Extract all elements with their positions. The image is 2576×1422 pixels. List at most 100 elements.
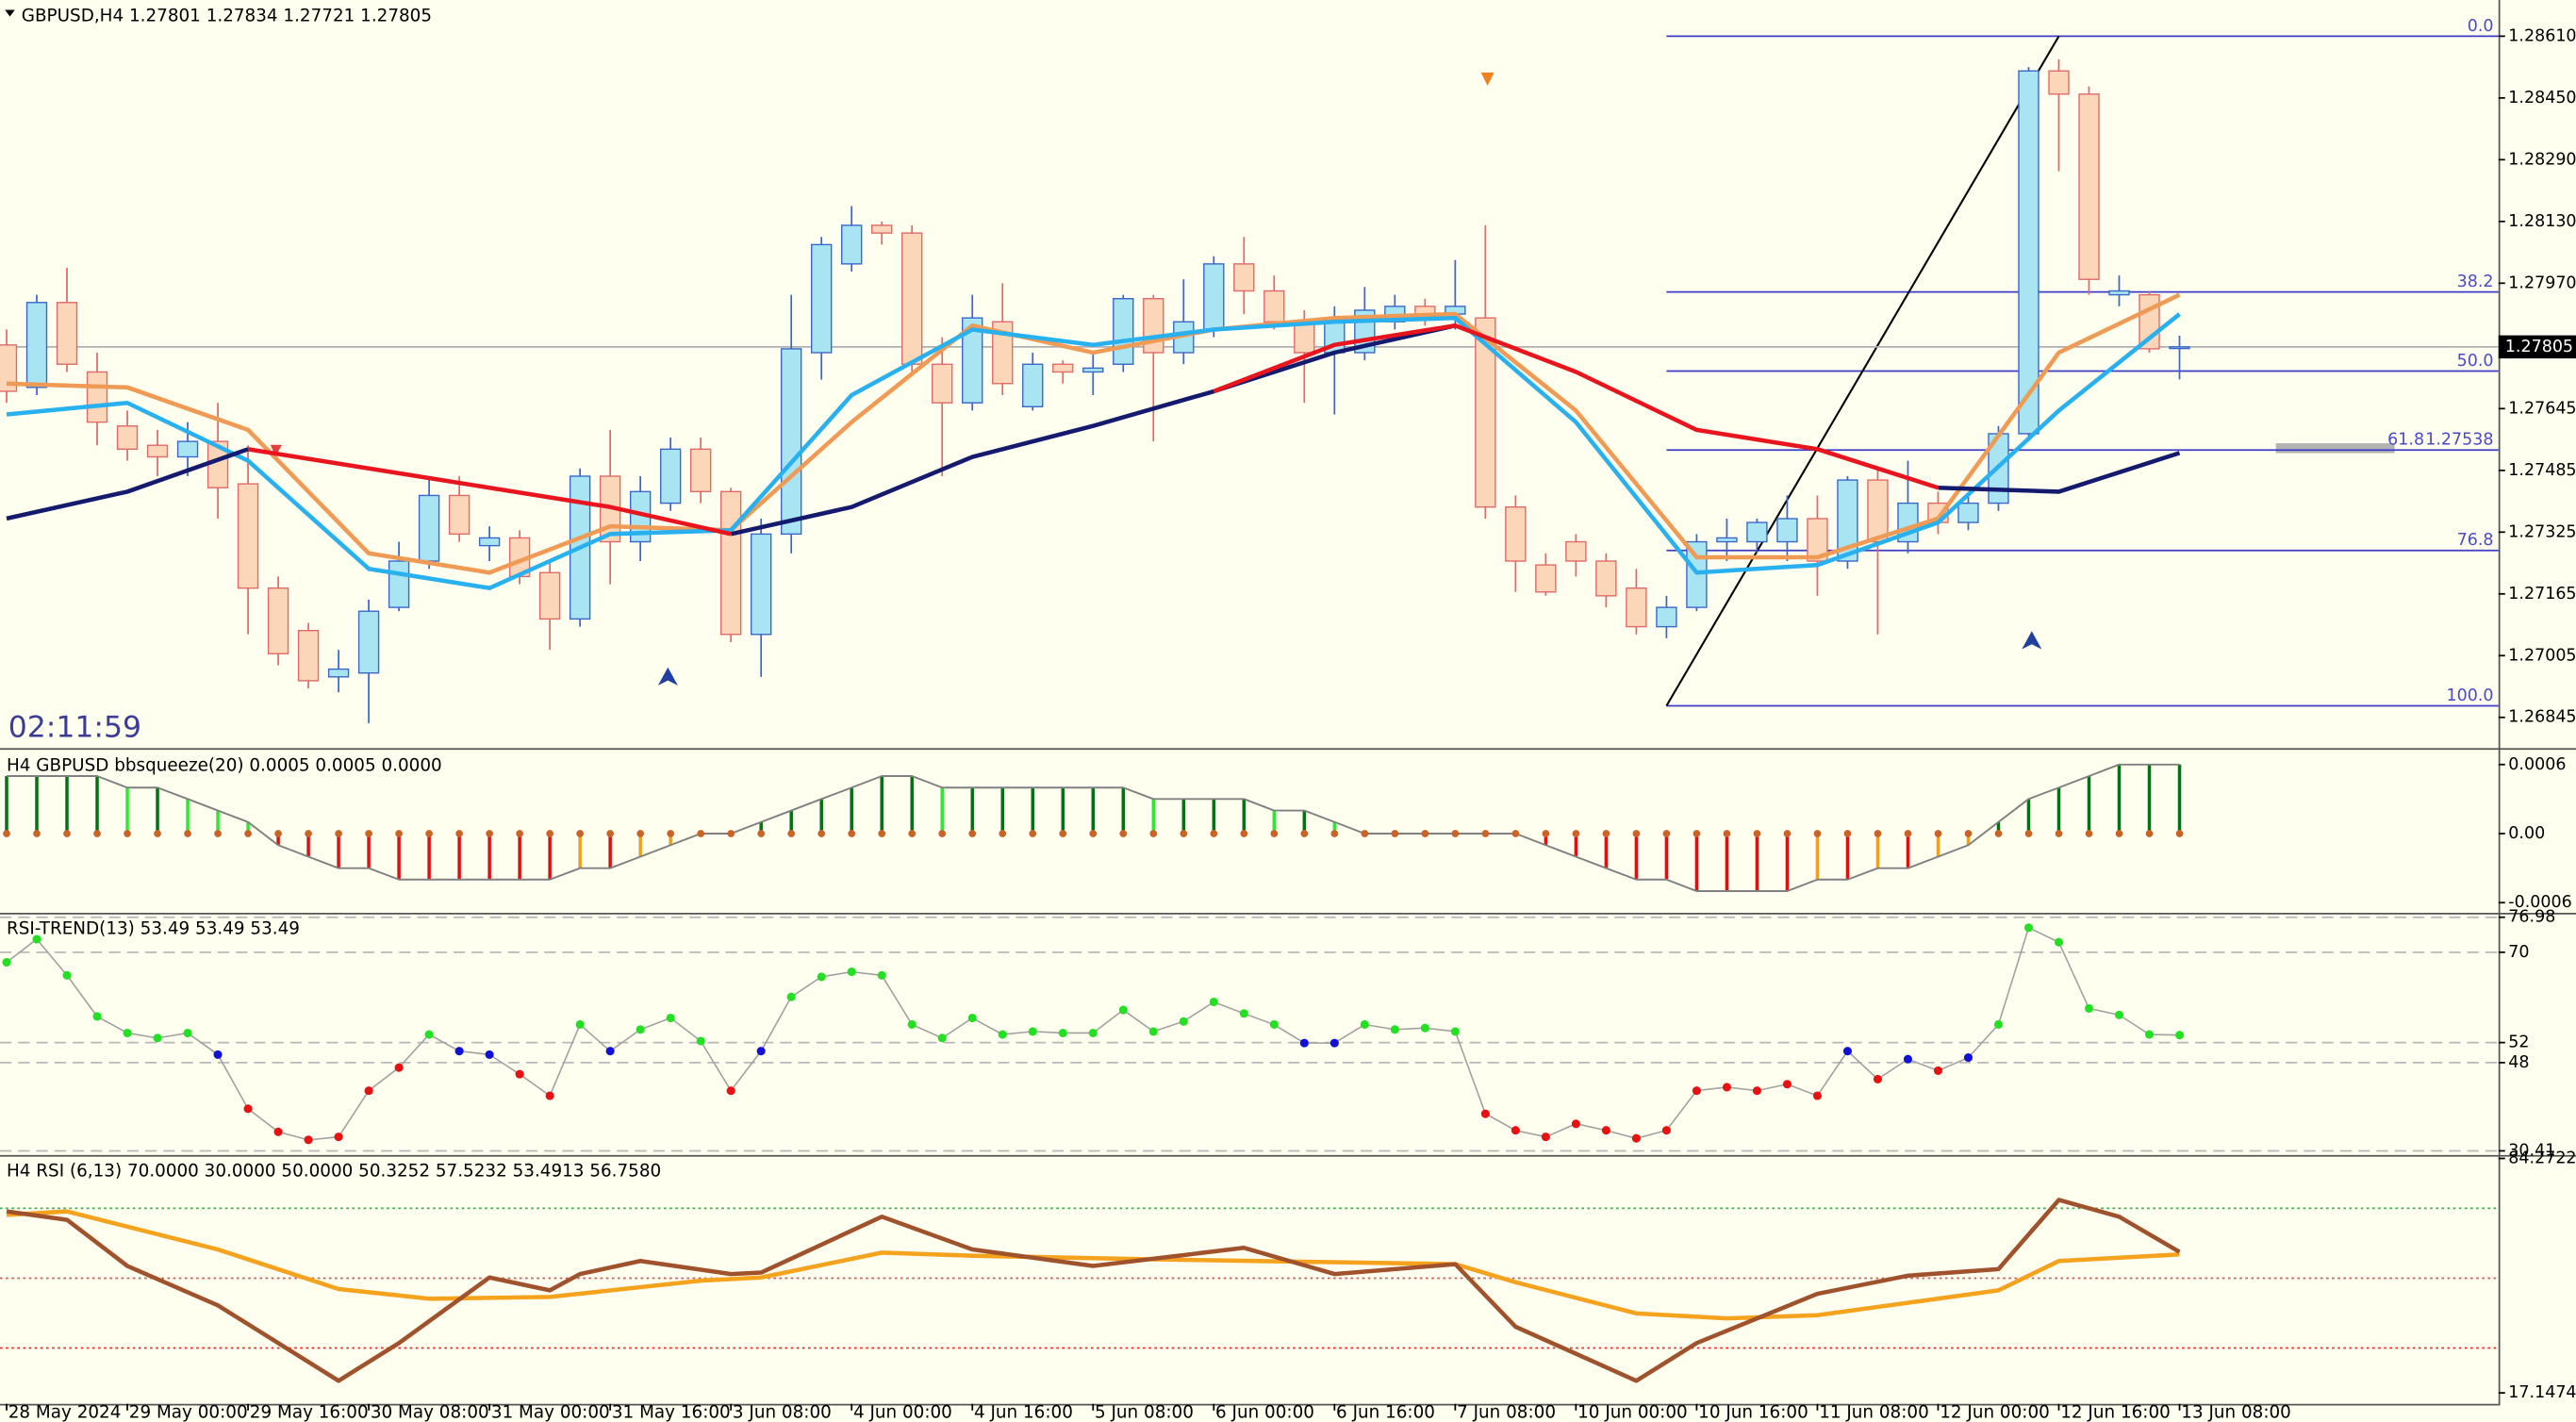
candle-body [1294, 321, 1315, 354]
x-tick-label: 31 May 00:00 [491, 1402, 610, 1422]
squeeze-dot [1421, 830, 1429, 837]
rsi-trend-dot [304, 1135, 313, 1145]
candle-body [1505, 506, 1527, 562]
squeeze-dot [2175, 830, 2184, 837]
indicator-title: RSI-TREND(13) 53.49 53.49 53.49 [7, 919, 300, 939]
rsi-trend-dot [364, 1086, 373, 1096]
y-tick-label: 1.27005 [2508, 646, 2576, 665]
rsi-trend-dot [726, 1086, 735, 1096]
rsi-trend-dot [2023, 923, 2034, 933]
squeeze-dot [1874, 830, 1882, 837]
squeeze-dot [1029, 830, 1037, 837]
moving-average [6, 312, 2181, 590]
rsi-trend-dot [1812, 1091, 1822, 1100]
squeeze-dot [636, 830, 644, 837]
candle-body [267, 587, 289, 654]
rsi-trend-dot [1571, 1119, 1580, 1129]
squeeze-dot [365, 830, 372, 837]
squeeze-dot [516, 830, 523, 837]
x-tick-label: 12 Jun 00:00 [1940, 1402, 2050, 1422]
squeeze-dot [1632, 830, 1641, 837]
squeeze-dot [1180, 830, 1188, 837]
squeeze-dot [908, 830, 916, 837]
rsi-trend-dot [786, 992, 796, 1001]
rsi-trend-dot [1058, 1028, 1067, 1038]
candle-body [237, 483, 259, 589]
squeeze-dot [1753, 830, 1761, 837]
candle-body [2048, 70, 2070, 95]
rsi-trend-dot [2174, 1031, 2185, 1040]
squeeze-dot [93, 830, 101, 837]
squeeze-dot [1361, 830, 1369, 837]
rsi-trend-dot [454, 1047, 464, 1056]
squeeze-dot [1964, 830, 1973, 837]
candle-body [1233, 263, 1255, 292]
candle-body [25, 302, 48, 389]
moving-average [6, 292, 2181, 575]
rsi-trend-dot [1873, 1074, 1883, 1083]
rsi-trend-dot [273, 1127, 283, 1136]
drawing-layer: 1.28610 1.28450 1.28290 1.28130 1.27970 1.276… [0, 6, 2576, 1422]
candle-body [1716, 537, 1738, 543]
rsi-trend-dot [877, 970, 886, 980]
candle-body [448, 494, 471, 536]
rsi-trend-dot [1088, 1028, 1098, 1038]
squeeze-dot [999, 830, 1007, 837]
y-tick-label: 70 [2508, 943, 2529, 962]
candle-body [1052, 363, 1074, 373]
rsi-trend-dot [1118, 1005, 1128, 1015]
x-tick-label: 29 May 00:00 [129, 1402, 248, 1422]
candle-body [750, 533, 772, 636]
fib-label: 50.0 [2457, 352, 2494, 371]
candle-body [1475, 317, 1496, 508]
rsi-trend-dot [1752, 1086, 1761, 1096]
y-tick-label: 1.27325 [2508, 522, 2576, 541]
squeeze-dot [576, 830, 584, 837]
rsi-trend-dot [1722, 1083, 1731, 1092]
squeeze-dot [1843, 830, 1852, 837]
candle-body [2108, 289, 2130, 296]
squeeze-dot [1542, 830, 1550, 837]
squeeze-dot [486, 830, 493, 837]
rsi-trend-dot [1028, 1027, 1037, 1036]
rsi-trend-dot [32, 934, 41, 944]
menu-triangle [5, 9, 15, 17]
squeeze-dot [335, 830, 342, 837]
candle-body [1203, 263, 1225, 331]
squeeze-dot [425, 830, 433, 837]
candle-body [176, 440, 199, 458]
candle-body [2078, 93, 2100, 280]
y-tick-label: 0.0006 [2508, 755, 2566, 774]
squeeze-dot [2024, 830, 2033, 837]
fib-trendline [1665, 35, 2060, 707]
y-tick-label: 17.1474 [2508, 1383, 2576, 1402]
squeeze-dot [1693, 830, 1701, 837]
squeeze-dot [2145, 830, 2154, 837]
candle-body [1113, 298, 1134, 365]
candle-body [1022, 363, 1044, 407]
squeeze-dot [33, 830, 41, 837]
rsi-trend-dot [1631, 1133, 1641, 1143]
candle-body [478, 537, 501, 547]
candle-body [1807, 518, 1828, 562]
rsi-trend-dot [1148, 1027, 1158, 1036]
squeeze-dot [1934, 830, 1942, 837]
x-tick-label: 4 Jun 00:00 [853, 1402, 952, 1422]
squeeze-dot [2115, 830, 2123, 837]
rsi-trend-dot [967, 1013, 977, 1023]
rsi-trend-dot [575, 1019, 585, 1030]
squeeze-dot [878, 830, 886, 837]
rsi-trend-dot [907, 1019, 916, 1030]
rsi-trend-dot [545, 1091, 554, 1100]
arrow-marker [657, 667, 678, 686]
squeeze-dot [968, 830, 977, 837]
squeeze-dot [1904, 830, 1912, 837]
rsi-trend-dot [1480, 1109, 1490, 1118]
candle-body [1746, 521, 1768, 543]
rsi-trend-dot [817, 972, 826, 982]
candle-body [0, 344, 18, 392]
candle-body [1535, 564, 1557, 593]
squeeze-dot [63, 830, 71, 837]
rsi-trend-dot [2114, 1010, 2124, 1019]
